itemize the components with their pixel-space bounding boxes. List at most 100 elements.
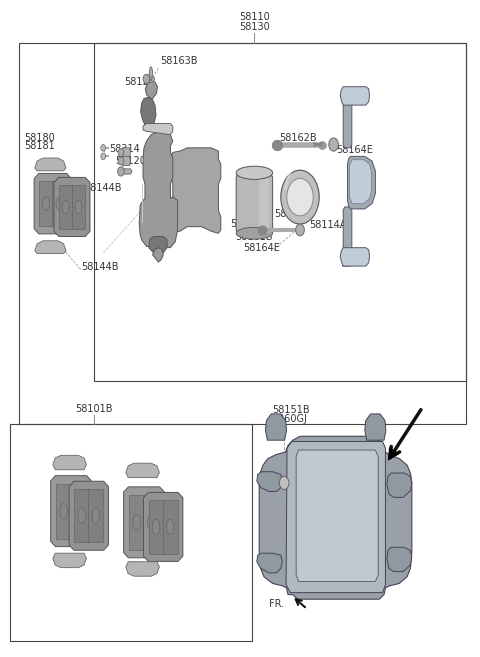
Polygon shape — [387, 473, 412, 497]
Circle shape — [143, 74, 150, 83]
Polygon shape — [170, 148, 221, 233]
Polygon shape — [126, 562, 159, 576]
Polygon shape — [71, 484, 86, 539]
Polygon shape — [343, 88, 352, 100]
Text: 1360GJ: 1360GJ — [273, 415, 308, 424]
Ellipse shape — [152, 519, 160, 535]
Text: 58120: 58120 — [115, 156, 146, 166]
Circle shape — [329, 138, 338, 151]
Text: 58151B: 58151B — [273, 405, 310, 415]
Polygon shape — [259, 436, 412, 599]
Polygon shape — [88, 489, 103, 543]
Polygon shape — [143, 124, 173, 135]
Circle shape — [279, 476, 289, 489]
Ellipse shape — [60, 503, 68, 519]
Polygon shape — [121, 156, 131, 166]
Ellipse shape — [56, 197, 63, 210]
Polygon shape — [365, 414, 386, 440]
Polygon shape — [144, 493, 183, 561]
Polygon shape — [387, 547, 412, 572]
Polygon shape — [69, 481, 108, 551]
Polygon shape — [121, 169, 132, 174]
Text: 58162B: 58162B — [279, 133, 317, 143]
Ellipse shape — [74, 503, 82, 519]
Circle shape — [296, 224, 304, 236]
Polygon shape — [349, 160, 372, 204]
Polygon shape — [348, 156, 375, 209]
Ellipse shape — [147, 514, 155, 530]
Polygon shape — [72, 185, 85, 229]
Polygon shape — [145, 81, 157, 99]
Circle shape — [118, 157, 124, 165]
Text: 58112: 58112 — [230, 219, 261, 229]
Text: 58161B: 58161B — [235, 232, 273, 242]
Ellipse shape — [133, 514, 141, 530]
Polygon shape — [50, 476, 91, 547]
Polygon shape — [124, 487, 164, 558]
Ellipse shape — [43, 197, 49, 210]
Polygon shape — [257, 472, 282, 491]
Polygon shape — [121, 148, 131, 157]
Circle shape — [118, 148, 124, 156]
Text: 58144B: 58144B — [84, 183, 121, 193]
Text: 58181: 58181 — [24, 141, 55, 151]
Polygon shape — [343, 207, 352, 258]
Circle shape — [118, 167, 124, 176]
Text: 58180: 58180 — [24, 133, 55, 143]
Polygon shape — [149, 67, 153, 80]
Polygon shape — [257, 553, 282, 573]
Polygon shape — [153, 248, 163, 262]
Circle shape — [101, 153, 106, 160]
Polygon shape — [236, 174, 273, 233]
Circle shape — [101, 145, 106, 151]
Polygon shape — [286, 442, 385, 593]
Ellipse shape — [287, 179, 313, 215]
Polygon shape — [340, 87, 370, 105]
Polygon shape — [284, 172, 291, 191]
Polygon shape — [343, 99, 352, 148]
Polygon shape — [35, 241, 66, 254]
Polygon shape — [34, 173, 72, 234]
Polygon shape — [54, 177, 90, 237]
Text: 58125: 58125 — [124, 77, 155, 87]
Polygon shape — [35, 158, 66, 171]
Polygon shape — [343, 253, 352, 266]
Polygon shape — [149, 501, 164, 553]
Text: 58144B: 58144B — [82, 262, 119, 272]
Polygon shape — [59, 185, 72, 229]
Ellipse shape — [167, 519, 174, 535]
Text: 58110: 58110 — [239, 12, 270, 22]
Ellipse shape — [62, 200, 69, 214]
Ellipse shape — [75, 200, 82, 214]
Text: 58163B: 58163B — [160, 56, 198, 66]
Polygon shape — [141, 97, 156, 131]
Ellipse shape — [236, 166, 273, 179]
Polygon shape — [149, 237, 167, 254]
Ellipse shape — [236, 227, 273, 239]
Polygon shape — [139, 131, 178, 248]
Polygon shape — [126, 463, 159, 478]
Polygon shape — [56, 484, 72, 539]
Polygon shape — [39, 181, 53, 226]
Text: 58114A: 58114A — [310, 220, 347, 230]
Text: FR.: FR. — [269, 599, 284, 609]
Polygon shape — [53, 553, 86, 568]
Ellipse shape — [92, 508, 100, 524]
Text: 58130: 58130 — [239, 22, 270, 32]
Ellipse shape — [281, 170, 319, 224]
Text: 58164E: 58164E — [243, 243, 280, 253]
Polygon shape — [340, 248, 370, 266]
Ellipse shape — [78, 508, 85, 524]
Polygon shape — [296, 450, 378, 581]
Polygon shape — [259, 174, 269, 233]
Polygon shape — [163, 501, 178, 553]
Polygon shape — [144, 495, 159, 550]
Polygon shape — [74, 489, 89, 543]
Text: 58314: 58314 — [109, 145, 140, 154]
Polygon shape — [147, 75, 155, 83]
Text: 58164E: 58164E — [336, 145, 373, 155]
Polygon shape — [129, 495, 144, 550]
Polygon shape — [142, 184, 143, 223]
Text: 58113: 58113 — [275, 210, 305, 219]
Polygon shape — [52, 181, 67, 226]
